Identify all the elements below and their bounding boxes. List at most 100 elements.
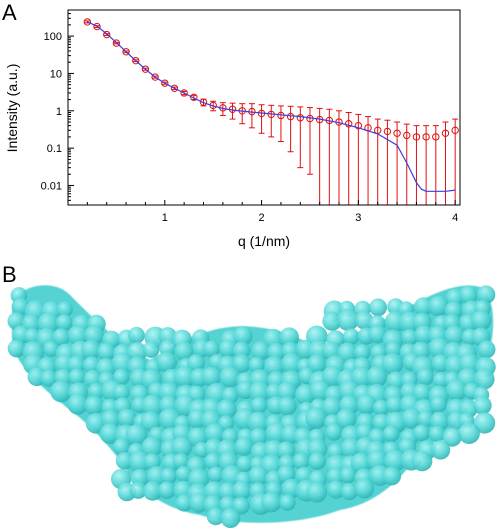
surface-bump	[232, 341, 251, 360]
x-axis-label: q (1/nm)	[238, 233, 290, 249]
surface-bump	[87, 382, 105, 400]
surface-bump	[340, 483, 358, 501]
surface-bump	[381, 353, 404, 375]
surface-bump	[113, 438, 130, 456]
error-bar	[336, 110, 343, 205]
surface-bump	[308, 452, 326, 470]
surface-bump	[428, 425, 446, 443]
data-point	[354, 121, 363, 130]
surface-bump	[369, 298, 387, 317]
surface-bump	[412, 383, 432, 403]
surface-bump	[143, 453, 161, 471]
surface-bump	[411, 450, 433, 472]
surface-bump	[276, 381, 297, 402]
fit-line	[87, 21, 456, 192]
data-point	[83, 18, 92, 26]
surface-bump	[207, 466, 224, 483]
data-point	[393, 129, 401, 137]
y-tick-label: 0.1	[47, 143, 62, 155]
surface-bump	[233, 326, 253, 346]
surface-bump	[141, 436, 162, 458]
error-bar	[374, 118, 381, 205]
surface-bump	[292, 452, 310, 470]
surface-bump	[430, 396, 447, 413]
surface-bump	[430, 440, 451, 460]
surface-bump	[342, 328, 360, 345]
surface-bump	[276, 441, 296, 460]
error-bar	[355, 113, 362, 205]
surface-bump	[356, 394, 377, 415]
x-tick-label: 3	[355, 212, 361, 224]
surface-bump	[128, 326, 145, 344]
surface-bump	[247, 411, 269, 433]
x-tick-label: 1	[162, 212, 168, 224]
surface-bump	[67, 394, 88, 415]
data-point	[432, 133, 440, 141]
error-bar	[384, 119, 391, 205]
surface-bump	[474, 368, 495, 390]
surface-bump	[115, 452, 134, 470]
surface-bump	[250, 397, 268, 414]
surface-bump	[143, 481, 163, 501]
surface-bump	[306, 481, 328, 503]
surface-bump	[442, 427, 462, 447]
surface-bump	[265, 422, 288, 444]
error-bar	[442, 121, 449, 205]
surface-bump	[339, 466, 357, 484]
y-axis-label: Intensity (a.u.)	[4, 64, 20, 153]
surface-bump	[142, 341, 160, 358]
surface-bump	[232, 497, 250, 515]
surface-bump	[206, 507, 225, 526]
surface-bump	[140, 411, 162, 432]
surface-bump	[82, 356, 101, 374]
surface-bump	[204, 452, 222, 470]
surface-bump	[68, 368, 86, 386]
axes: 1 2 3 4 0.01 0.1 1 10 100	[41, 9, 461, 224]
surface-bump	[146, 466, 167, 487]
error-bar	[413, 125, 420, 205]
surface-bump	[251, 341, 271, 361]
surface-bump	[340, 438, 361, 458]
surface-bump	[401, 408, 422, 429]
surface-bump	[372, 413, 391, 432]
surface-bump	[67, 325, 89, 346]
surface-bump	[130, 468, 149, 488]
surface-bump	[156, 351, 177, 373]
surface-bump	[327, 480, 346, 499]
data-point	[132, 56, 140, 65]
surface-bump	[232, 354, 252, 373]
surface-bump	[172, 453, 190, 470]
surface-bump	[175, 466, 192, 483]
surface-bump	[234, 437, 254, 456]
surface-bump	[382, 466, 402, 486]
data-point	[422, 133, 430, 141]
surface-bump	[428, 295, 449, 317]
data-point	[296, 114, 304, 122]
surface-bump	[175, 494, 193, 512]
surface-bump	[473, 412, 496, 434]
data-point	[112, 39, 121, 47]
error-bar	[248, 103, 255, 129]
surface-bump	[174, 341, 194, 361]
surface-bump	[353, 344, 371, 361]
surface-bump	[354, 478, 375, 499]
surface-bump	[50, 380, 72, 403]
surface-bump	[446, 379, 468, 401]
surface-bump	[429, 411, 450, 431]
y-tick-label: 1	[56, 106, 62, 118]
surface-bump	[220, 508, 241, 528]
data-point	[151, 73, 159, 81]
plot-frame	[67, 9, 461, 206]
surface-bump	[55, 314, 73, 331]
surface-bump	[97, 342, 116, 361]
error-bar	[394, 121, 401, 205]
surface-bump	[201, 366, 222, 387]
surface-bump	[141, 394, 164, 417]
surface-bump	[248, 356, 265, 374]
surface-bump	[232, 481, 252, 501]
x-tick-label: 4	[452, 212, 458, 224]
data-point	[190, 93, 198, 101]
surface-bump	[171, 436, 193, 458]
data-point	[93, 22, 101, 31]
surface-bump	[281, 353, 303, 375]
